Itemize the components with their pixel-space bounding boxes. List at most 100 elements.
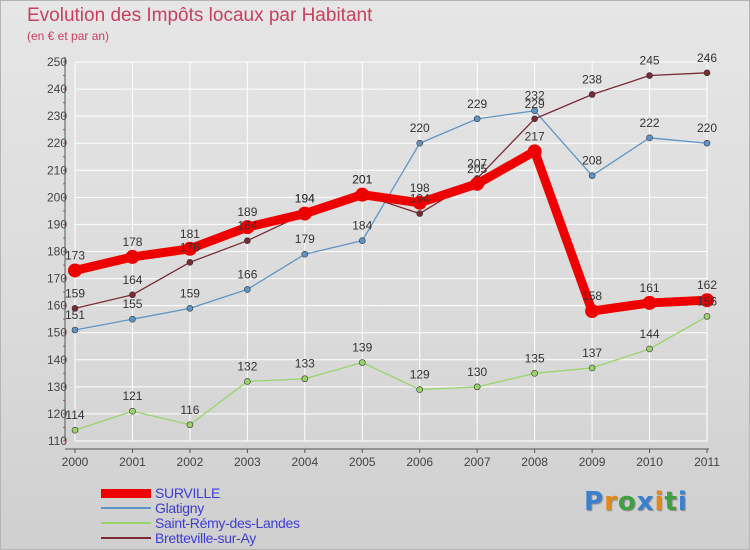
data-label-saint-r-my-des-landes: 139 (352, 340, 372, 354)
y-tick-label: 180 (47, 245, 67, 259)
proxiti-logo: Proxiti (584, 487, 688, 517)
data-point-saint-r-my-des-landes (703, 313, 711, 320)
y-tick-label: 220 (47, 136, 67, 150)
logo-letter: P (584, 487, 605, 517)
data-label-glatigny: 166 (237, 267, 257, 281)
data-label-glatigny: 220 (410, 121, 430, 135)
data-point-saint-r-my-des-landes (129, 407, 136, 415)
x-tick-label: 2001 (119, 455, 146, 469)
data-label-bretteville-sur-ay: 229 (525, 97, 545, 111)
data-point-surville (297, 206, 312, 221)
y-tick-label: 160 (47, 299, 67, 313)
x-tick-label: 2005 (349, 455, 376, 469)
data-point-surville (355, 187, 370, 202)
data-point-saint-r-my-des-landes (646, 345, 653, 353)
logo-letter: o (617, 487, 637, 517)
y-tick-label: 200 (47, 190, 67, 204)
data-point-saint-r-my-des-landes (71, 426, 79, 434)
x-tick-label: 2003 (234, 455, 261, 469)
data-label-surville: 181 (180, 227, 200, 241)
data-point-glatigny (71, 326, 79, 334)
data-label-bretteville-sur-ay: 184 (237, 219, 257, 233)
data-label-glatigny: 155 (122, 297, 142, 311)
data-label-saint-r-my-des-landes: 144 (640, 327, 660, 341)
data-label-glatigny: 232 (525, 89, 545, 103)
chart-title: Evolution des Impôts locaux par Habitant (27, 5, 373, 26)
x-tick-label: 2004 (291, 455, 318, 469)
data-point-bretteville-sur-ay (416, 210, 424, 217)
data-label-saint-r-my-des-landes: 135 (525, 351, 545, 365)
data-label-glatigny: 151 (65, 308, 85, 322)
data-label-surville: 217 (525, 129, 545, 143)
logo-letter: i (677, 487, 688, 517)
y-tick-label: 250 (47, 55, 67, 69)
data-point-glatigny (129, 315, 136, 323)
y-tick-label: 190 (47, 217, 67, 231)
data-label-bretteville-sur-ay: 201 (352, 173, 372, 187)
data-label-saint-r-my-des-landes: 133 (295, 357, 315, 371)
data-label-saint-r-my-des-landes: 156 (697, 294, 717, 308)
data-point-saint-r-my-des-landes (588, 364, 596, 372)
data-label-glatigny: 179 (295, 232, 315, 246)
data-point-surville (642, 295, 657, 310)
data-point-surville (182, 241, 197, 256)
data-point-bretteville-sur-ay (244, 237, 251, 244)
data-point-glatigny (646, 134, 653, 142)
logo-letter: x (636, 487, 655, 517)
data-label-bretteville-sur-ay: 207 (467, 156, 487, 170)
x-tick-label: 2002 (177, 455, 204, 469)
legend-item: Bretteville-sur-Ay (101, 531, 361, 546)
data-point-glatigny (301, 250, 309, 258)
data-label-saint-r-my-des-landes: 121 (122, 389, 142, 403)
data-label-bretteville-sur-ay: 245 (640, 54, 660, 68)
y-tick-label: 230 (47, 109, 67, 123)
data-label-saint-r-my-des-landes: 137 (582, 346, 602, 360)
data-point-bretteville-sur-ay (531, 115, 538, 123)
x-tick-label: 2008 (521, 455, 548, 469)
x-tick-label: 2000 (62, 455, 89, 469)
chart-subtitle: (en € et par an) (27, 29, 110, 43)
data-point-saint-r-my-des-landes (186, 421, 194, 429)
data-point-saint-r-my-des-landes (244, 378, 251, 385)
series-line-saint-r-my-des-landes (74, 315, 708, 431)
legend-swatch (101, 507, 151, 509)
legend-label: Bretteville-sur-Ay (155, 530, 256, 546)
data-label-glatigny: 159 (180, 286, 200, 300)
legend-label: SURVILLE (155, 485, 221, 501)
data-point-bretteville-sur-ay (588, 91, 596, 98)
logo-letter: r (604, 487, 618, 517)
x-tick-label: 2007 (464, 455, 491, 469)
logo-letter: t (664, 487, 678, 517)
data-point-glatigny (186, 305, 194, 312)
data-label-glatigny: 208 (582, 154, 602, 168)
data-point-surville (700, 293, 714, 308)
y-tick-label: 120 (47, 407, 67, 421)
y-tick-label: 130 (47, 380, 67, 394)
data-label-surville: 178 (122, 235, 142, 249)
data-point-glatigny (588, 172, 596, 179)
x-tick-label: 2006 (406, 455, 433, 469)
logo-letter: i (654, 487, 665, 517)
data-label-saint-r-my-des-landes: 116 (180, 403, 199, 417)
x-tick-label: 2011 (694, 455, 720, 469)
y-tick-label: 210 (47, 163, 67, 177)
chart-legend: SURVILLE Glatigny Saint-Rémy-des-Landes Bre… (101, 486, 361, 546)
data-point-glatigny (473, 115, 481, 123)
legend-swatch (101, 537, 151, 539)
data-point-surville (527, 144, 542, 159)
data-point-surville (412, 195, 427, 210)
data-point-bretteville-sur-ay (129, 291, 136, 299)
legend-swatch (101, 522, 151, 524)
series-line-bretteville-sur-ay (74, 72, 708, 310)
data-point-surville (585, 304, 600, 319)
data-label-surville: 194 (295, 192, 315, 206)
legend-item: Saint-Rémy-des-Landes (101, 516, 361, 531)
data-point-glatigny (358, 237, 366, 244)
data-label-surville: 158 (582, 289, 602, 303)
data-label-bretteville-sur-ay: 164 (122, 273, 142, 287)
y-tick-label: 110 (48, 434, 67, 448)
data-label-bretteville-sur-ay: 176 (180, 240, 200, 254)
data-label-bretteville-sur-ay: 194 (410, 192, 430, 206)
data-point-glatigny (531, 107, 538, 115)
